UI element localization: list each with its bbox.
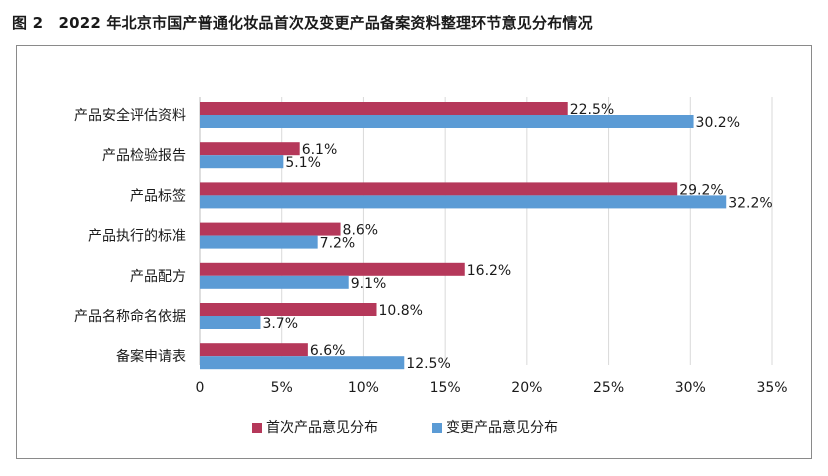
data-label-change-6: 12.5% [406,356,450,372]
data-label-first-5: 10.8% [379,303,423,319]
x-tick-label-6: 30% [675,380,706,396]
legend: 首次产品意见分布 变更产品意见分布 [252,419,558,436]
x-tick-label-5: 25% [593,380,624,396]
x-tick-label-3: 15% [430,380,461,396]
bar-first-4 [200,262,465,276]
bar-first-1 [200,142,300,156]
category-labels: 产品安全评估资料产品检验报告产品标签产品执行的标准产品配方产品名称命名依据备案申… [74,107,186,365]
legend-label-1: 变更产品意见分布 [446,419,558,436]
x-tick-label-1: 5% [271,380,293,396]
bar-change-5 [200,316,261,329]
data-label-first-3: 8.6% [343,223,379,239]
bar-first-3 [200,222,341,236]
data-label-change-0: 30.2% [696,115,740,131]
value-labels: 22.5% 30.2% 6.1%5.1% 29.2% 32.2% 8.6%7.2% 16.2… [262,102,772,372]
x-tick-label-4: 20% [511,380,542,396]
category-label-5: 产品名称命名依据 [74,308,186,325]
bar-change-2 [200,195,727,209]
data-label-change-1: 5.1% [285,155,321,171]
data-label-first-2: 29.2% [679,182,723,198]
bar-first-2 [200,182,678,196]
bar-first-6 [200,343,308,357]
category-label-0: 产品安全评估资料 [74,107,186,124]
data-label-change-3: 7.2% [320,236,356,252]
data-label-change-5: 3.7% [262,316,298,332]
x-tick-label-0: 0 [196,380,205,396]
category-label-6: 备案申请表 [116,348,186,365]
data-label-first-0: 22.5% [570,102,614,118]
bar-change-1 [200,155,284,169]
category-label-3: 产品执行的标准 [88,229,186,245]
bar-first-5 [200,303,377,316]
bar-change-3 [200,235,318,249]
x-axis: 0 5% 10% 15% 20% 25% 30% 35% [196,380,788,396]
bar-change-6 [200,356,405,370]
figure-title: 图 2 2022 年北京市国产普通化妆品首次及变更产品备案资料整理环节意见分布情… [12,14,593,32]
data-label-first-4: 16.2% [467,263,511,279]
bar-first-0 [200,102,568,115]
x-tick-label-2: 10% [348,380,379,396]
category-label-4: 产品配方 [130,269,186,285]
data-label-first-6: 6.6% [310,343,346,359]
data-label-first-1: 6.1% [302,142,338,158]
legend-label-0: 首次产品意见分布 [266,419,378,436]
bar-change-0 [200,115,694,128]
bar-change-4 [200,275,349,289]
data-label-change-4: 9.1% [351,276,387,292]
category-label-1: 产品检验报告 [102,148,186,164]
x-tick-label-7: 35% [756,380,787,396]
bars [200,102,727,370]
category-label-2: 产品标签 [130,187,186,204]
legend-swatch-0 [252,423,262,433]
chart-frame [16,45,812,459]
legend-swatch-1 [432,423,442,433]
data-label-change-2: 32.2% [728,195,772,211]
